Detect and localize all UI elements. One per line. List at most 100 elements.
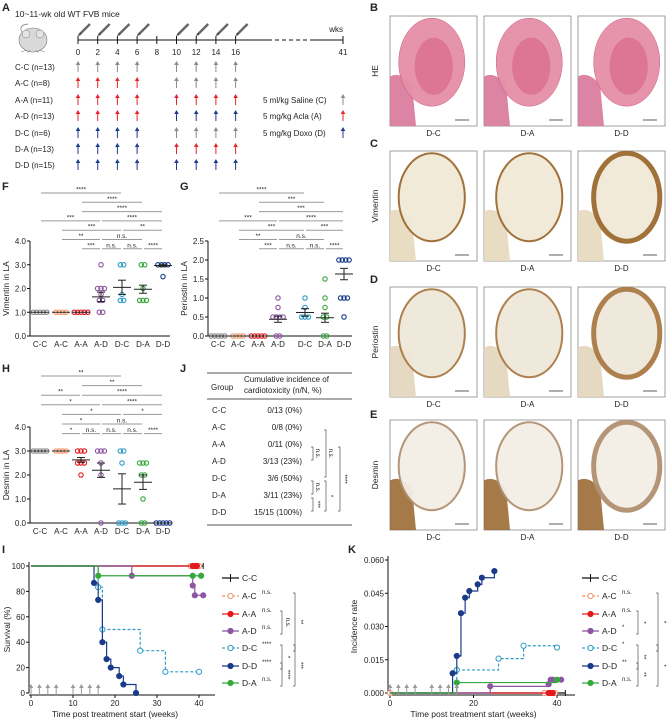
injection-arrow-icon — [95, 94, 100, 105]
injection-arrow-icon — [134, 61, 140, 72]
table-cell-value: 15/15 (100%) — [254, 508, 302, 517]
timeline-tick-label: 0 — [76, 48, 81, 57]
injection-arrow-icon — [193, 159, 199, 170]
significance-label: *** — [297, 205, 305, 212]
group-label: A-A (n=11) — [15, 96, 53, 105]
y-tick-label: 2.5 — [193, 237, 205, 246]
y-tick-label: 0.030 — [364, 623, 385, 632]
significance-bracket — [293, 644, 296, 687]
injection-arrow-icon — [134, 127, 140, 138]
column-label: D-A — [521, 533, 535, 542]
injection-arrow-icon — [412, 684, 418, 695]
data-point — [346, 257, 352, 263]
injection-arrow-icon — [75, 77, 81, 88]
injection-arrow-icon — [193, 127, 199, 138]
legend-item: D-C **** — [222, 642, 272, 653]
data-point — [120, 297, 127, 304]
significance-label: n.s. — [117, 418, 128, 425]
timeline-tick-label: 16 — [231, 48, 240, 57]
data-point — [342, 257, 349, 263]
y-tick-label: 1.0 — [15, 308, 27, 317]
data-point — [549, 689, 556, 697]
design-title: 10~11-wk old WT FVB mice — [15, 9, 120, 19]
significance-label: *** — [67, 214, 75, 221]
data-point — [195, 668, 203, 675]
legend-arrow-icon — [340, 94, 346, 105]
column-label: D-D — [614, 533, 628, 542]
significance-label: * — [69, 398, 72, 405]
injection-arrow-icon — [134, 143, 140, 154]
injection-arrow-icon — [213, 159, 219, 170]
stain-label: Periostin — [370, 325, 380, 358]
y-tick-label: 20 — [16, 664, 25, 673]
injection-arrow-icon — [193, 110, 199, 121]
series-d-c — [31, 565, 203, 675]
injection-arrow-icon — [45, 684, 51, 695]
y-tick-label: 60 — [16, 613, 25, 622]
injection-arrow-icon — [174, 77, 179, 88]
table-cell-group: D-A — [212, 491, 226, 500]
significance-label: *** — [268, 224, 276, 231]
y-tick-label: 0.015 — [364, 656, 385, 665]
significance-bracket — [280, 662, 283, 687]
legend-item: D-C * — [582, 642, 625, 653]
data-point — [143, 460, 150, 466]
x-tick-label: 0 — [388, 699, 393, 708]
panel-label-I: I — [2, 544, 5, 556]
data-point — [141, 520, 148, 526]
significance-bracket — [311, 480, 314, 495]
injection-arrow-icon — [437, 684, 443, 695]
data-point — [96, 297, 103, 304]
data-point — [495, 655, 502, 662]
data-point — [273, 333, 280, 339]
data-point — [191, 592, 198, 599]
injection-arrow-icon — [115, 110, 120, 121]
legend-significance: * — [622, 625, 625, 631]
data-point — [98, 261, 104, 268]
legend-label: C-C — [242, 573, 257, 583]
data-point — [302, 295, 308, 301]
data-point — [337, 295, 344, 301]
data-point — [78, 448, 84, 454]
significance-label: **** — [284, 670, 290, 680]
legend-significance: n.s. — [262, 677, 272, 683]
significance-label: * — [80, 418, 83, 425]
injection-arrow-icon — [174, 110, 179, 121]
x-tick-label: C-C — [211, 340, 225, 349]
x-tick-label: A-A — [74, 340, 88, 349]
chart-K: 0.000 0.015 0.030 0.045 0.060 0 20 40 Time post … — [349, 556, 666, 719]
data-point — [298, 314, 305, 320]
injection-arrow-icon — [233, 61, 238, 72]
significance-label: **** — [148, 427, 159, 434]
injection-arrow-icon — [429, 684, 435, 695]
y-tick-label: 0.0 — [193, 332, 205, 341]
data-point — [117, 448, 124, 454]
panel-label-H: H — [2, 363, 10, 375]
injection-arrow-icon — [87, 684, 93, 695]
data-point — [198, 572, 205, 579]
table-cell-group: D-D — [212, 508, 226, 517]
significance-label: *** — [288, 196, 296, 203]
significance-label: **** — [306, 214, 317, 221]
data-point — [95, 572, 102, 579]
significance-label: n.s. — [286, 242, 297, 249]
column-label: D-A — [521, 129, 535, 138]
significance-label: **** — [117, 205, 128, 212]
data-point — [74, 460, 81, 466]
legend-item: A-A n.s. — [222, 608, 272, 619]
syringe-icon — [195, 23, 210, 37]
panel-label-D: D — [370, 274, 378, 286]
legend-significance: n.s. — [262, 590, 272, 596]
x-tick-label: A-C — [54, 527, 68, 536]
table-row: A-A 0/11 (0%) — [212, 440, 302, 449]
injection-arrow-icon — [213, 77, 219, 88]
y-tick-label: 1.5 — [193, 275, 205, 284]
data-point — [143, 297, 150, 304]
data-point — [462, 594, 469, 601]
stain-label: HE — [370, 65, 380, 77]
injection-arrow-icon — [95, 143, 100, 154]
panel-label-C: C — [370, 138, 378, 150]
significance-label: *** — [264, 242, 272, 249]
significance-label: ** — [297, 620, 303, 625]
data-point — [119, 520, 125, 526]
